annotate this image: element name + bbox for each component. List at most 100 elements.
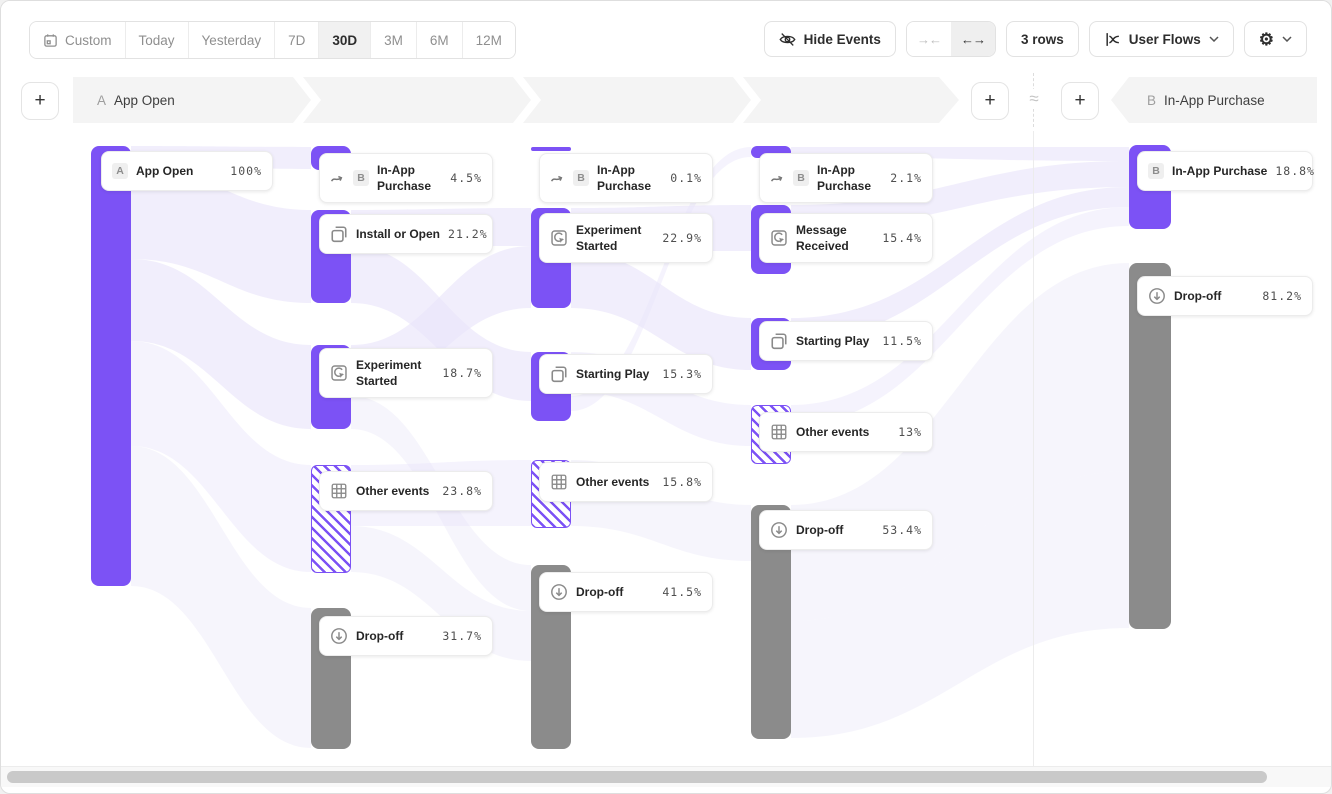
flow-node-card-in-app-purchase[interactable]: B In-App Purchase 4.5% (319, 153, 493, 203)
flow-node-card-drop-off[interactable]: Drop-off 31.7% (319, 616, 493, 656)
flow-node-card-message-received[interactable]: Message Received 15.4% (759, 213, 933, 263)
gear-icon: ⚙ (1258, 29, 1274, 49)
toolbar: Custom Today Yesterday 7D 30D 3M 6M 12M Hide Ev… (1, 1, 1331, 67)
flow-node-card-in-app-purchase[interactable]: B In-App Purchase 18.8% (1137, 151, 1314, 191)
node-label: Starting Play (576, 366, 650, 381)
start-event-label: App Open (114, 92, 175, 108)
node-label: Drop-off (796, 522, 844, 537)
flow-node-card-drop-off[interactable]: Drop-off 81.2% (1137, 276, 1313, 316)
flow-node-bar-app-open[interactable] (91, 146, 131, 586)
node-percentage: 15.4% (882, 231, 922, 245)
flow-ribbon (791, 187, 1129, 341)
date-range-30d[interactable]: 30D (319, 22, 372, 58)
flow-node-card-install-or-open[interactable]: Install or Open 21.2% (319, 214, 493, 254)
flow-node-card-drop-off[interactable]: Drop-off 53.4% (759, 510, 933, 550)
date-range-control: Custom Today Yesterday 7D 30D 3M 6M 12M (29, 21, 516, 59)
toolbar-right-controls: Hide Events →← ←→ 3 rows User Flows (763, 21, 1307, 57)
flow-node-bar-in-app-purchase[interactable] (531, 147, 571, 151)
chevron-down-icon (1209, 36, 1219, 42)
date-range-label: 7D (288, 32, 306, 48)
grid-icon (330, 482, 348, 500)
node-label: In-App Purchase (597, 162, 652, 193)
node-percentage: 21.2% (448, 227, 488, 241)
node-percentage: 23.8% (442, 484, 482, 498)
date-range-3m[interactable]: 3M (371, 22, 417, 58)
date-range-label: 12M (475, 32, 502, 48)
flow-node-bar-drop-off[interactable] (1129, 263, 1171, 629)
expand-columns-button[interactable]: ←→ (950, 22, 995, 56)
date-range-label: 6M (429, 32, 449, 48)
end-event-label: In-App Purchase (1164, 92, 1265, 108)
flow-node-card-experiment-started[interactable]: Experiment Started 18.7% (319, 348, 493, 398)
flow-node-card-drop-off[interactable]: Drop-off 41.5% (539, 572, 713, 612)
add-step-button-end[interactable]: + (1061, 82, 1099, 120)
flow-ribbon (131, 341, 311, 572)
node-percentage: 4.5% (450, 171, 482, 185)
date-range-12m[interactable]: 12M (462, 22, 515, 58)
hide-events-label: Hide Events (803, 31, 881, 47)
flow-node-card-experiment-started[interactable]: Experiment Started 22.9% (539, 213, 713, 263)
dropoff-icon (330, 627, 348, 645)
rows-label: 3 rows (1020, 31, 1064, 47)
flow-chart-icon (1104, 31, 1121, 48)
copy-icon (770, 332, 788, 350)
trend-arrow-icon (330, 171, 345, 186)
horizontal-scrollbar-thumb[interactable] (7, 771, 1267, 783)
event-badge: B (793, 170, 809, 186)
trend-arrow-icon (550, 171, 565, 186)
node-label: App Open (136, 163, 194, 178)
date-range-label: Custom (65, 32, 112, 48)
date-range-yesterday[interactable]: Yesterday (188, 22, 276, 58)
node-percentage: 11.5% (882, 334, 922, 348)
collapse-columns-button[interactable]: →← (906, 22, 951, 56)
trend-arrow-icon (770, 171, 785, 186)
dropoff-icon (550, 583, 568, 601)
date-range-7d[interactable]: 7D (275, 22, 320, 58)
flow-node-card-other-events[interactable]: Other events 13% (759, 412, 933, 452)
horizontal-scrollbar (1, 766, 1331, 787)
calendar-icon (43, 33, 58, 48)
node-percentage: 0.1% (670, 171, 702, 185)
flow-node-card-starting-play[interactable]: Starting Play 11.5% (759, 321, 933, 361)
event-badge: B (353, 170, 369, 186)
event-badge: B (573, 170, 589, 186)
flow-node-card-app-open[interactable]: A App Open 100% (101, 151, 273, 191)
add-step-button-start[interactable]: + (21, 82, 59, 120)
node-label: Other events (796, 424, 870, 439)
dropoff-icon (1148, 287, 1166, 305)
flow-node-card-in-app-purchase[interactable]: B In-App Purchase 0.1% (539, 153, 713, 203)
date-range-label: Today (138, 32, 175, 48)
hide-events-button[interactable]: Hide Events (763, 21, 896, 57)
node-label: Starting Play (796, 333, 870, 348)
node-percentage: 15.8% (662, 475, 702, 489)
node-percentage: 31.7% (442, 629, 482, 643)
view-selector-dropdown[interactable]: User Flows (1088, 21, 1234, 57)
node-percentage: 53.4% (882, 523, 922, 537)
width-toggle-group: →← ←→ (905, 21, 996, 57)
date-range-label: 30D (332, 32, 358, 48)
date-range-custom[interactable]: Custom (30, 22, 126, 58)
settings-dropdown[interactable]: ⚙ (1243, 21, 1307, 57)
node-percentage: 22.9% (662, 231, 702, 245)
event-badge: B (1148, 163, 1164, 179)
step-banner (73, 77, 1317, 123)
date-range-6m[interactable]: 6M (416, 22, 463, 58)
flow-node-card-other-events[interactable]: Other events 23.8% (319, 471, 493, 511)
node-label: Experiment Started (356, 357, 422, 388)
node-percentage: 41.5% (662, 585, 702, 599)
add-step-button-mid[interactable]: + (971, 82, 1009, 120)
approx-connector: ≈ (1021, 89, 1047, 109)
node-label: In-App Purchase (1172, 163, 1268, 178)
date-range-today[interactable]: Today (125, 22, 189, 58)
experiment-icon (330, 364, 348, 382)
flow-node-card-starting-play[interactable]: Starting Play 15.3% (539, 354, 713, 394)
flow-ribbon (571, 251, 751, 370)
copy-icon (550, 365, 568, 383)
node-percentage: 15.3% (662, 367, 702, 381)
node-label: Message Received (796, 222, 849, 253)
node-label: Drop-off (576, 584, 624, 599)
node-label: Drop-off (1174, 288, 1222, 303)
rows-button[interactable]: 3 rows (1005, 21, 1079, 57)
flow-node-card-other-events[interactable]: Other events 15.8% (539, 462, 713, 502)
flow-node-card-in-app-purchase[interactable]: B In-App Purchase 2.1% (759, 153, 933, 203)
